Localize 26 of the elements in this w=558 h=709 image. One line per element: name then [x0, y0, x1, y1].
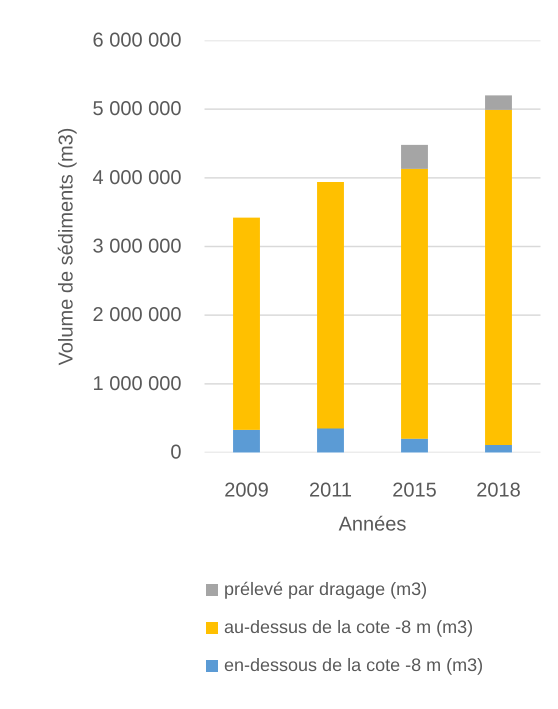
- bar: [233, 430, 260, 452]
- bar: [317, 182, 344, 428]
- bar: [401, 438, 428, 452]
- legend-label: prélevé par dragage (m3): [224, 579, 428, 600]
- x-axis-title: Années: [338, 514, 406, 536]
- bar: [401, 168, 428, 439]
- y-tick-label: 6 000 000: [92, 30, 182, 52]
- y-tick-label: 2 000 000: [92, 304, 182, 326]
- y-tick-label: 1 000 000: [92, 372, 182, 395]
- y-tick-label: 5 000 000: [92, 98, 182, 120]
- x-tick-label: 2018: [476, 480, 521, 502]
- y-tick-label: 0: [170, 442, 182, 464]
- x-tick-label: 2015: [392, 480, 437, 502]
- bar: [485, 110, 512, 445]
- x-tick-label: 2011: [308, 480, 352, 502]
- y-axis-title: Volume de sédiments (m3): [56, 128, 78, 366]
- bar: [401, 144, 428, 169]
- y-tick-label: 4 000 000: [92, 166, 182, 189]
- bar: [317, 428, 344, 452]
- bar: [485, 95, 512, 110]
- x-tick-label: 2009: [224, 480, 269, 502]
- bar: [233, 218, 260, 430]
- legend-label: au-dessus de la cote -8 m (m3): [224, 617, 474, 638]
- y-tick-label: 3 000 000: [92, 236, 182, 258]
- legend-label: en-dessous de la cote -8 m (m3): [224, 655, 484, 676]
- bar: [485, 444, 512, 452]
